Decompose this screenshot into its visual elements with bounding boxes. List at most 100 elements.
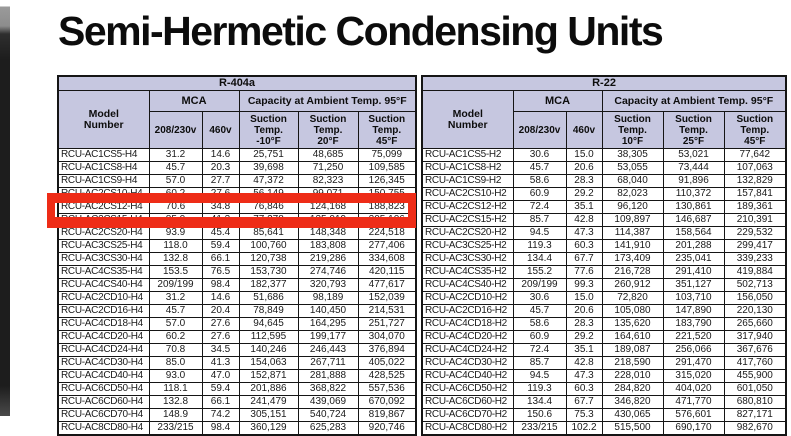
r22-table: R-22 Model Number MCA Capacity at Ambien…: [421, 75, 788, 436]
value-cell: 105,080: [601, 304, 664, 318]
model-number-header: Model Number: [57, 90, 150, 149]
model-cell: RCU-AC1CS9-H2: [421, 174, 514, 188]
value-cell: 246,443: [297, 343, 359, 357]
table-row: RCU-AC3CS30-H4 132.8 66.1 120,738 219,286 334…: [57, 252, 417, 266]
table-row: RCU-AC4CD40-H4 93.0 47.0 152,871 281,888 428,…: [57, 369, 417, 383]
value-cell: 60.9: [512, 330, 567, 344]
model-cell: RCU-AC6CD70-H2: [421, 408, 514, 422]
value-cell: 140,246: [238, 343, 299, 357]
model-cell: RCU-AC6CD50-H2: [421, 382, 514, 396]
table-row: RCU-AC6CD50-H4 118.1 59.4 201,886 368,822 557…: [57, 382, 417, 396]
value-cell: 27.7: [201, 174, 240, 188]
model-cell: RCU-AC4CD18-H2: [421, 317, 514, 331]
table-row: RCU-AC2CS20-H2 94.5 47.3 114,387 158,564 229,…: [421, 226, 787, 240]
value-cell: 819,867: [357, 408, 417, 422]
value-cell: 57.0: [148, 317, 203, 331]
model-cell: RCU-AC4CD40-H4: [57, 369, 150, 383]
table-row: RCU-AC4CD24-H2 72.4 35.1 189,087 256,066 367,…: [421, 343, 787, 357]
value-cell: 39,698: [238, 161, 299, 175]
model-number-header: Model Number: [421, 90, 514, 149]
model-cell: RCU-AC2CS20-H4: [57, 226, 150, 240]
table-row: RCU-AC4CD20-H4 60.2 27.6 112,595 199,177 304,…: [57, 330, 417, 344]
value-cell: 130,861: [662, 200, 725, 214]
value-cell: 419,884: [723, 265, 787, 279]
model-cell: RCU-AC1CS9-H4: [57, 174, 150, 188]
model-cell: RCU-AC4CD20-H2: [421, 330, 514, 344]
value-cell: 59.4: [201, 239, 240, 253]
table-row: RCU-AC2CS12-H2 72.4 35.1 96,120 130,861 189,3…: [421, 200, 787, 214]
value-cell: 158,564: [662, 226, 725, 240]
value-cell: 70.6: [148, 200, 203, 214]
value-cell: 73,444: [662, 161, 725, 175]
value-cell: 42.8: [565, 356, 603, 370]
table-row: RCU-AC6CD70-H2 150.6 75.3 430,065 576,601 827…: [421, 408, 787, 422]
value-cell: 157,841: [723, 187, 787, 201]
value-cell: 235,041: [662, 252, 725, 266]
model-cell: RCU-AC3CS25-H2: [421, 239, 514, 253]
value-cell: 57.0: [148, 174, 203, 188]
value-cell: 94.5: [512, 226, 567, 240]
value-cell: 209/199: [148, 278, 203, 292]
suction-temp-20-header: Suction Temp. 20°F: [297, 111, 359, 149]
value-cell: 601,050: [723, 382, 787, 396]
model-cell: RCU-AC2CS10-H4: [57, 187, 150, 201]
value-cell: 93.0: [148, 369, 203, 383]
value-cell: 146,687: [662, 213, 725, 227]
value-cell: 299,417: [723, 239, 787, 253]
value-cell: 305,151: [238, 408, 299, 422]
r22-table-body: RCU-AC1CS5-H2 30.6 15.0 38,305 53,021 77,642 R…: [421, 148, 787, 436]
value-cell: 376,894: [357, 343, 417, 357]
model-cell: RCU-AC4CS35-H4: [57, 265, 150, 279]
value-cell: 576,601: [662, 408, 725, 422]
value-cell: 183,790: [662, 317, 725, 331]
value-cell: 625,283: [297, 421, 359, 436]
value-cell: 214,531: [357, 304, 417, 318]
value-cell: 256,066: [662, 343, 725, 357]
value-cell: 233/215: [512, 421, 567, 436]
model-cell: RCU-AC2CS12-H4: [57, 200, 150, 214]
value-cell: 77.6: [565, 265, 603, 279]
model-cell: RCU-AC2CD10-H2: [421, 291, 514, 305]
value-cell: 28.3: [565, 174, 603, 188]
value-cell: 85.0: [148, 213, 203, 227]
value-cell: 30.6: [512, 148, 567, 162]
value-cell: 360,129: [238, 421, 299, 436]
voltage-208-230-header: 208/230v: [148, 111, 203, 149]
suction-temp-25-header: Suction Temp. 25°F: [662, 111, 725, 149]
value-cell: 60.9: [512, 187, 567, 201]
value-cell: 103,710: [662, 291, 725, 305]
table-row: RCU-AC4CS40-H2 209/199 99.3 260,912 351,127 5…: [421, 278, 787, 292]
value-cell: 233/215: [148, 421, 203, 436]
value-cell: 304,070: [357, 330, 417, 344]
table-row: RCU-AC2CS12-H4 70.6 34.8 76,846 124,168 188,8…: [57, 200, 417, 214]
value-cell: 45.7: [512, 304, 567, 318]
value-cell: 98.4: [201, 421, 240, 436]
value-cell: 47.0: [201, 369, 240, 383]
value-cell: 31.2: [148, 148, 203, 162]
table-row: RCU-AC1CS9-H4 57.0 27.7 47,372 82,323 126,345: [57, 174, 417, 188]
value-cell: 120,738: [238, 252, 299, 266]
value-cell: 94,645: [238, 317, 299, 331]
value-cell: 150,755: [357, 187, 417, 201]
value-cell: 219,286: [297, 252, 359, 266]
value-cell: 67.7: [565, 395, 603, 409]
value-cell: 150.6: [512, 408, 567, 422]
value-cell: 368,822: [297, 382, 359, 396]
value-cell: 205,106: [357, 213, 417, 227]
value-cell: 515,500: [601, 421, 664, 436]
value-cell: 76,846: [238, 200, 299, 214]
value-cell: 31.2: [148, 291, 203, 305]
value-cell: 132.8: [148, 395, 203, 409]
model-cell: RCU-AC3CS30-H2: [421, 252, 514, 266]
value-cell: 41.3: [201, 213, 240, 227]
value-cell: 53,055: [601, 161, 664, 175]
value-cell: 45.7: [148, 161, 203, 175]
model-cell: RCU-AC4CD20-H4: [57, 330, 150, 344]
value-cell: 680,810: [723, 395, 787, 409]
value-cell: 153.5: [148, 265, 203, 279]
value-cell: 66.1: [201, 252, 240, 266]
value-cell: 153,730: [238, 265, 299, 279]
value-cell: 148,348: [297, 226, 359, 240]
value-cell: 428,525: [357, 369, 417, 383]
value-cell: 210,391: [723, 213, 787, 227]
